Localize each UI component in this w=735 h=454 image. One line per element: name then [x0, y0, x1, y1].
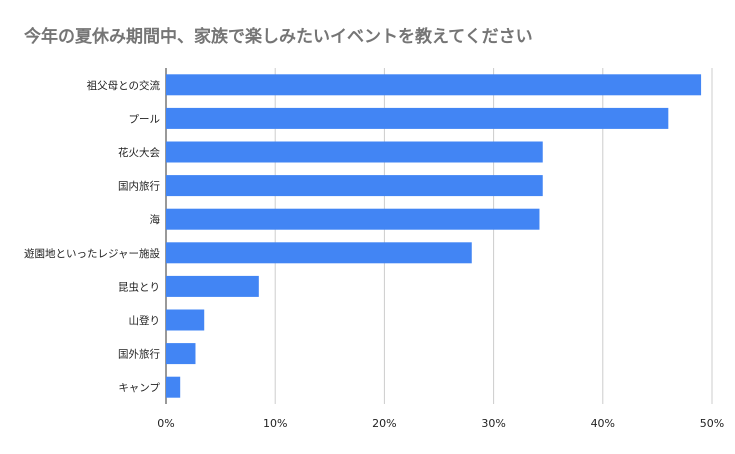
category-label: 遊園地といったレジャー施設: [24, 247, 160, 260]
bars: [166, 74, 702, 398]
chart-title: 今年の夏休み期間中、家族で楽しみたいイベントを教えてください: [24, 26, 533, 47]
bar: [166, 242, 472, 264]
x-tick-label: 0%: [157, 417, 174, 430]
category-label: プール: [129, 113, 161, 125]
category-label: 国内旅行: [118, 180, 160, 193]
category-label: 花火大会: [118, 146, 160, 159]
category-label: 昆虫とり: [118, 281, 160, 293]
bar: [166, 175, 543, 197]
bar: [166, 343, 196, 365]
x-tick-label: 10%: [263, 417, 287, 430]
x-tick-label: 20%: [372, 417, 396, 430]
category-labels: 祖父母との交流プール花火大会国内旅行海遊園地といったレジャー施設昆虫とり山登り国…: [24, 79, 160, 394]
x-tick-label: 40%: [591, 417, 615, 430]
x-tick-labels: 0% 10% 20% 30% 40% 50%: [157, 417, 724, 430]
bar: [166, 107, 669, 129]
category-label: キャンプ: [118, 382, 160, 394]
category-label: 海: [150, 213, 161, 226]
bar: [166, 376, 181, 398]
bar: [166, 309, 205, 331]
x-tick-label: 50%: [700, 417, 724, 430]
category-label: 国外旅行: [118, 348, 160, 361]
bar: [166, 275, 259, 297]
category-label: 山登り: [129, 314, 161, 327]
bar: [166, 74, 702, 96]
category-label: 祖父母との交流: [87, 79, 161, 92]
bar: [166, 141, 543, 163]
bar: [166, 208, 540, 230]
x-tick-label: 30%: [481, 417, 505, 430]
